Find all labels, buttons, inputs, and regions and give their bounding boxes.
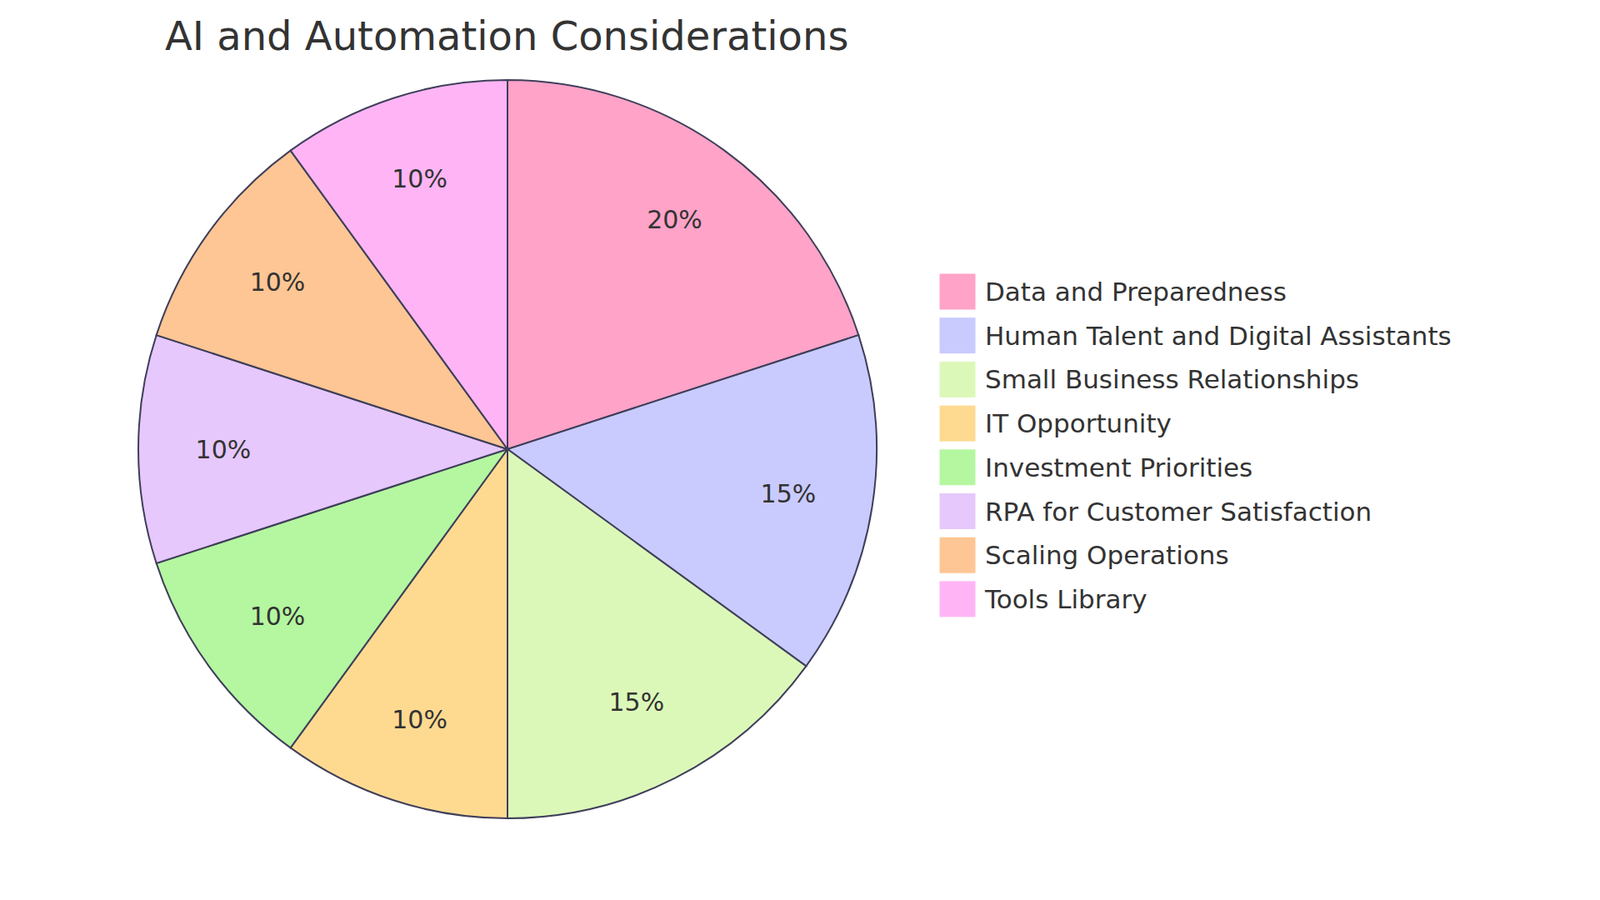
legend-swatch: [939, 317, 976, 355]
legend-swatch: [939, 493, 976, 530]
legend-label: RPA for Customer Satisfaction: [985, 496, 1372, 527]
legend-swatch: [939, 273, 976, 310]
data-label: 15%: [609, 687, 665, 717]
slice: [290, 80, 508, 450]
data-label: 20%: [646, 205, 703, 235]
legend-item: Investment Priorities: [939, 449, 1253, 486]
data-label: 10%: [195, 435, 252, 465]
legend-swatch: [939, 360, 976, 398]
data-label: 10%: [391, 705, 448, 735]
data-label: 10%: [391, 164, 448, 194]
data-labels: 20% 15% 15% 10% 10% 10% 10% 10%: [195, 164, 817, 735]
legend-item: RPA for Customer Satisfaction: [939, 493, 1372, 530]
legend-swatch: [939, 580, 976, 618]
legend: Data and Preparedness Human Talent and Di…: [939, 273, 1452, 618]
legend-item: Scaling Operations: [939, 536, 1230, 574]
legend-item: IT Opportunity: [939, 405, 1172, 442]
pie: [138, 80, 877, 819]
legend-item: Human Talent and Digital Assistants: [939, 317, 1452, 355]
legend-label: Scaling Operations: [985, 540, 1230, 570]
data-label: 10%: [250, 267, 306, 297]
legend-label: Tools Library: [984, 584, 1148, 615]
legend-label: IT Opportunity: [985, 408, 1172, 439]
legend-label: Small Business Relationships: [985, 364, 1360, 395]
legend-swatch: [939, 405, 976, 442]
legend-label: Investment Priorities: [985, 452, 1253, 483]
data-label: 15%: [760, 479, 817, 509]
legend-label: Data and Preparedness: [985, 276, 1287, 307]
legend-swatch: [939, 449, 976, 486]
title: AI and Automation Considerations: [165, 12, 849, 60]
legend-item: Small Business Relationships: [939, 360, 1360, 398]
legend-swatch: [939, 536, 976, 574]
data-label: 10%: [250, 601, 306, 631]
legend-item: Tools Library: [939, 580, 1148, 618]
legend-label: Human Talent and Digital Assistants: [985, 320, 1452, 351]
chart: AI and Automation Considerations 20% 15% 15…: [0, 0, 1600, 900]
legend-item: Data and Preparedness: [939, 273, 1287, 310]
